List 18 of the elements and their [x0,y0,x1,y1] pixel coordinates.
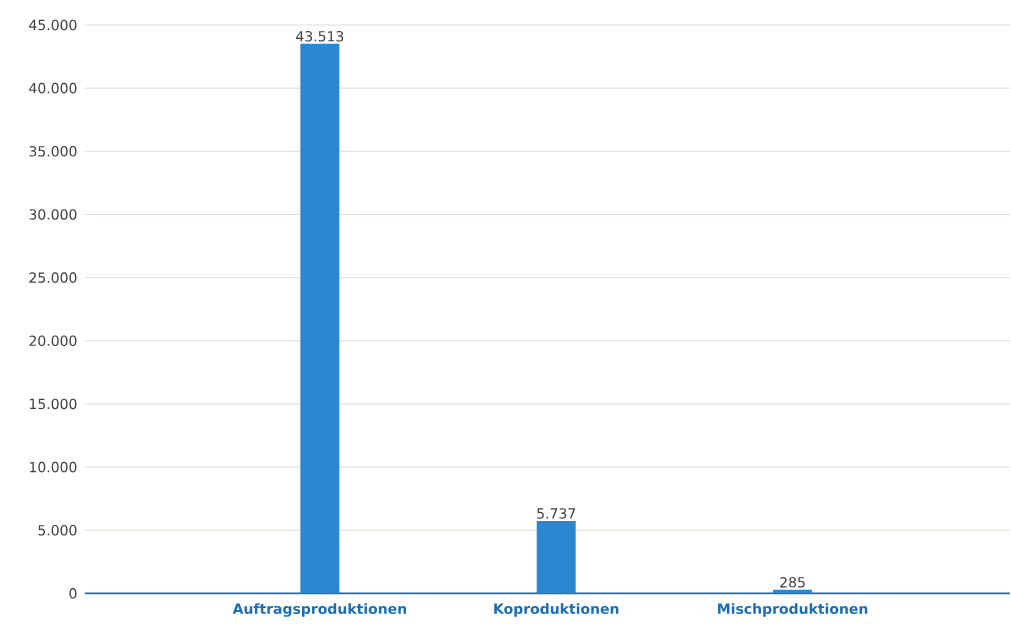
bar [300,43,340,594]
y-tick-label: 20.000 [29,335,77,346]
data-label: 43.513 [296,30,344,42]
y-tick-label: 45.000 [29,19,77,31]
x-tick-label: Auftragsproduktionen [232,603,407,617]
y-tick-label: 15.000 [30,398,77,410]
x-tick-label: Koproduktionen [494,603,619,617]
y-tick-label: 10.000 [30,461,77,473]
bar [536,520,576,594]
y-tick-label: 35.000 [29,145,77,157]
data-label: 285 [780,576,805,588]
y-tick-label: 40.000 [29,82,77,94]
y-tick-label: 0 [69,587,77,599]
x-tick-label: Mischproduktionen [718,603,868,617]
y-tick-label: 25.000 [29,272,77,283]
y-tick-label: 5.000 [38,524,77,536]
data-label: 5.737 [537,507,576,519]
y-tick-label: 30.000 [29,208,77,220]
